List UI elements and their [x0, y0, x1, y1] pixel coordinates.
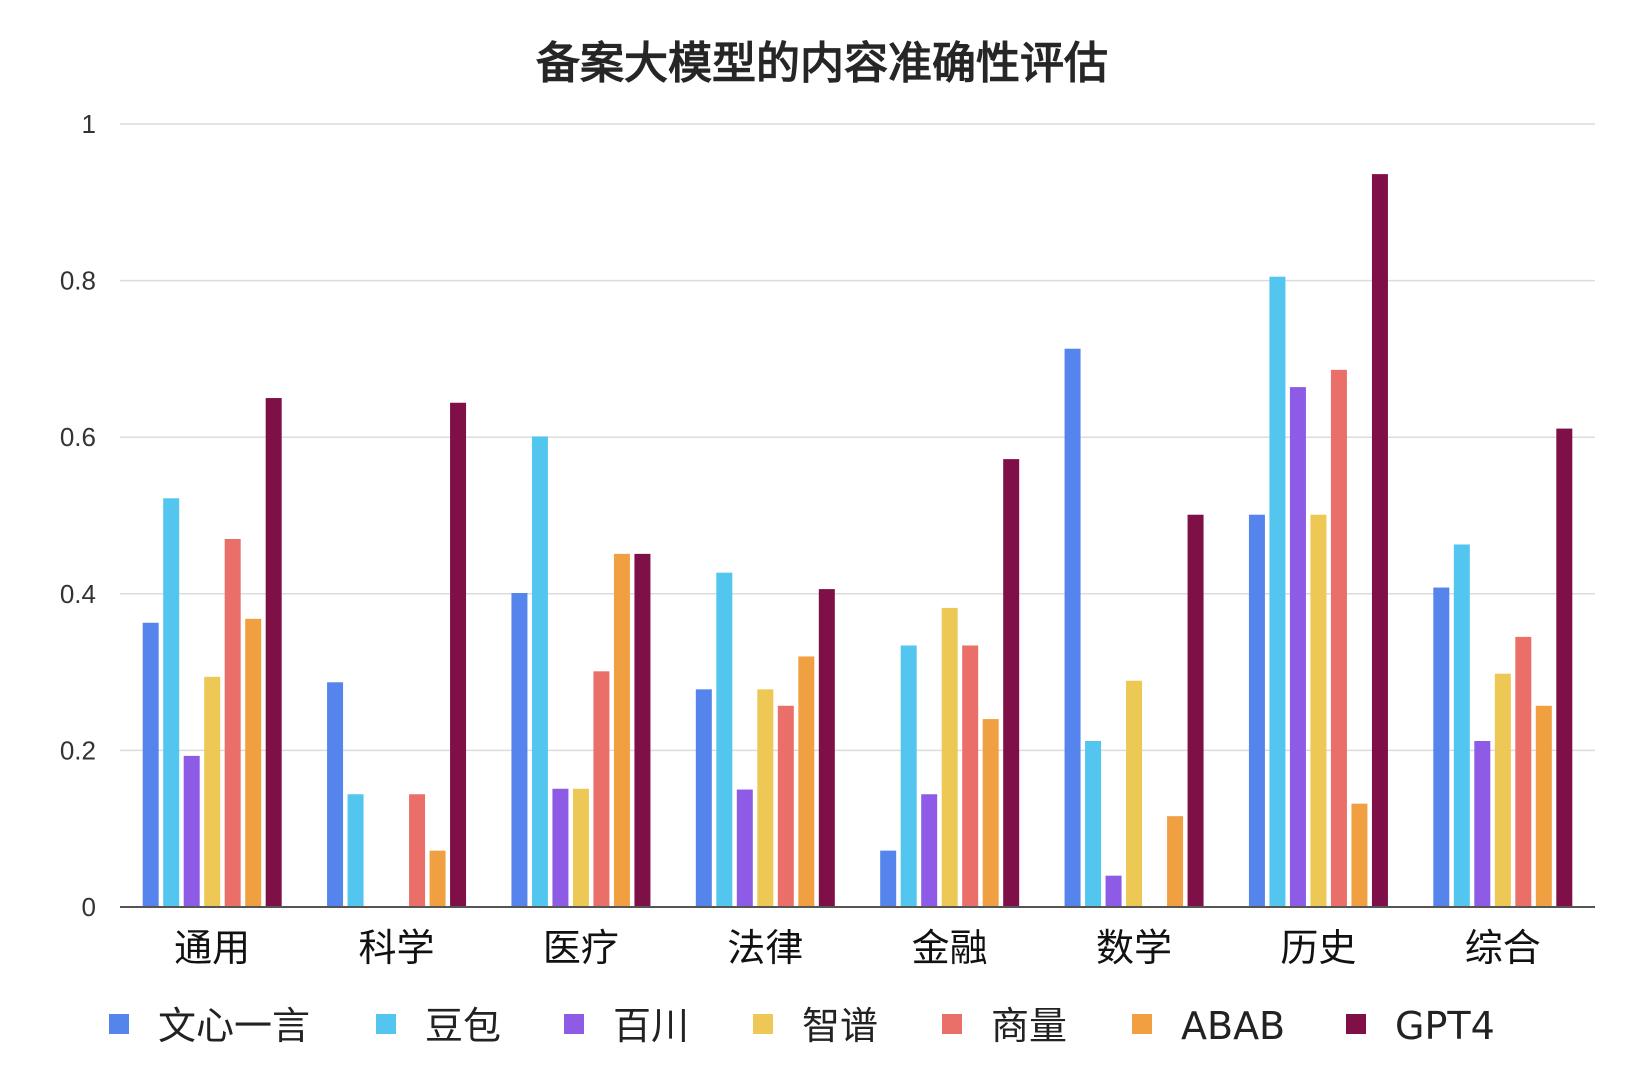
legend-swatch	[940, 1012, 964, 1036]
x-tick-label: 通用	[174, 926, 250, 970]
legend-label: 商量	[991, 1004, 1067, 1048]
legend-swatch	[562, 1012, 586, 1036]
x-tick-label: 数学	[1096, 926, 1172, 970]
bar-豆包-医疗	[531, 436, 548, 907]
bar-百川-数学	[1105, 875, 1122, 907]
legend-swatch	[1130, 1012, 1154, 1036]
bar-百川-金融	[921, 794, 938, 907]
bar-GPT4-通用	[265, 398, 282, 907]
x-tick-label: 医疗	[543, 926, 619, 970]
bar-ABAB-科学	[429, 850, 446, 907]
x-tick-label: 法律	[727, 926, 803, 970]
bar-GPT4-金融	[1003, 459, 1020, 907]
bar-文心一言-通用	[142, 622, 159, 907]
bar-GPT4-科学	[450, 402, 467, 907]
legend-swatch	[374, 1012, 398, 1036]
y-tick-label: 0.4	[60, 579, 96, 609]
bar-豆包-综合	[1453, 544, 1470, 907]
x-tick-label: 科学	[359, 926, 435, 970]
bar-豆包-通用	[163, 498, 180, 907]
legend-item-豆包: 豆包	[374, 1004, 501, 1048]
legend-label: ABAB	[1181, 1004, 1285, 1048]
bar-智谱-数学	[1126, 680, 1143, 907]
bar-百川-综合	[1474, 741, 1491, 907]
y-tick-label: 0	[82, 892, 96, 922]
bar-百川-通用	[183, 755, 200, 907]
legend-swatch	[1344, 1012, 1368, 1036]
bar-百川-法律	[736, 789, 753, 907]
bar-文心一言-科学	[327, 682, 344, 907]
legend-item-智谱: 智谱	[751, 1004, 878, 1048]
bar-智谱-医疗	[572, 788, 589, 907]
legend-label: 智谱	[802, 1004, 878, 1048]
bar-商量-法律	[777, 705, 794, 907]
bar-文心一言-法律	[695, 689, 712, 907]
y-tick-label: 0.2	[60, 735, 96, 765]
bar-文心一言-综合	[1433, 587, 1450, 907]
bar-豆包-数学	[1085, 741, 1102, 907]
bar-商量-综合	[1515, 636, 1532, 907]
x-axis-ticks: 通用 科学 医疗 法律 金融 数学 历史 综合	[174, 926, 1541, 970]
bar-ABAB-历史	[1351, 803, 1368, 907]
bar-豆包-科学	[347, 794, 364, 907]
x-tick-label: 金融	[912, 926, 988, 970]
y-tick-label: 1	[82, 109, 96, 139]
bar-商量-医疗	[593, 671, 610, 907]
bar-文心一言-医疗	[511, 593, 528, 907]
legend-label: GPT4	[1395, 1004, 1495, 1048]
legend-label: 百川	[613, 1004, 689, 1048]
legend-item-百川: 百川	[562, 1004, 689, 1048]
bar-百川-历史	[1289, 387, 1306, 907]
y-tick-label: 0.6	[60, 422, 96, 452]
bar-GPT4-医疗	[634, 553, 651, 907]
bar-ABAB-医疗	[613, 553, 630, 907]
bar-GPT4-综合	[1556, 428, 1573, 907]
chart-title: 备案大模型的内容准确性评估	[536, 38, 1108, 89]
legend-item-文心一言: 文心一言	[107, 1004, 310, 1048]
legend-item-商量: 商量	[940, 1004, 1067, 1048]
gridlines	[120, 123, 1595, 752]
bar-智谱-综合	[1494, 673, 1511, 907]
bar-文心一言-历史	[1248, 514, 1265, 907]
x-tick-label: 综合	[1465, 926, 1541, 970]
bar-ABAB-综合	[1535, 705, 1552, 907]
bar-文心一言-金融	[880, 850, 897, 907]
bar-豆包-历史	[1269, 276, 1286, 907]
bar-GPT4-法律	[818, 589, 835, 907]
bar-商量-通用	[224, 538, 241, 907]
y-axis-ticks: 0 0.2 0.4 0.6 0.8 1	[60, 109, 96, 922]
bar-智谱-历史	[1310, 514, 1327, 907]
bar-商量-金融	[962, 645, 979, 907]
bar-商量-科学	[409, 794, 426, 907]
bar-ABAB-通用	[245, 618, 262, 907]
bar-ABAB-数学	[1167, 816, 1184, 907]
bars	[142, 174, 1573, 907]
x-tick-label: 历史	[1280, 926, 1356, 970]
bar-智谱-通用	[204, 676, 221, 907]
legend-swatch	[751, 1012, 775, 1036]
bar-GPT4-数学	[1187, 514, 1204, 907]
bar-GPT4-历史	[1371, 174, 1388, 907]
legend-label: 文心一言	[158, 1004, 310, 1048]
legend: 文心一言 豆包 百川 智谱 商量 ABAB GPT4	[107, 1004, 1495, 1048]
bar-智谱-金融	[941, 607, 958, 907]
bar-商量-历史	[1330, 369, 1347, 907]
bar-ABAB-金融	[982, 719, 999, 907]
legend-item-GPT4: GPT4	[1344, 1004, 1495, 1048]
y-tick-label: 0.8	[60, 266, 96, 296]
bar-豆包-法律	[716, 572, 733, 907]
legend-label: 豆包	[425, 1004, 501, 1048]
legend-item-ABAB: ABAB	[1130, 1004, 1285, 1048]
bar-百川-医疗	[552, 788, 569, 907]
legend-swatch	[107, 1012, 131, 1036]
bar-豆包-金融	[900, 645, 917, 907]
bar-文心一言-数学	[1064, 348, 1081, 907]
bar-智谱-法律	[757, 689, 774, 907]
bar-ABAB-法律	[798, 656, 815, 907]
